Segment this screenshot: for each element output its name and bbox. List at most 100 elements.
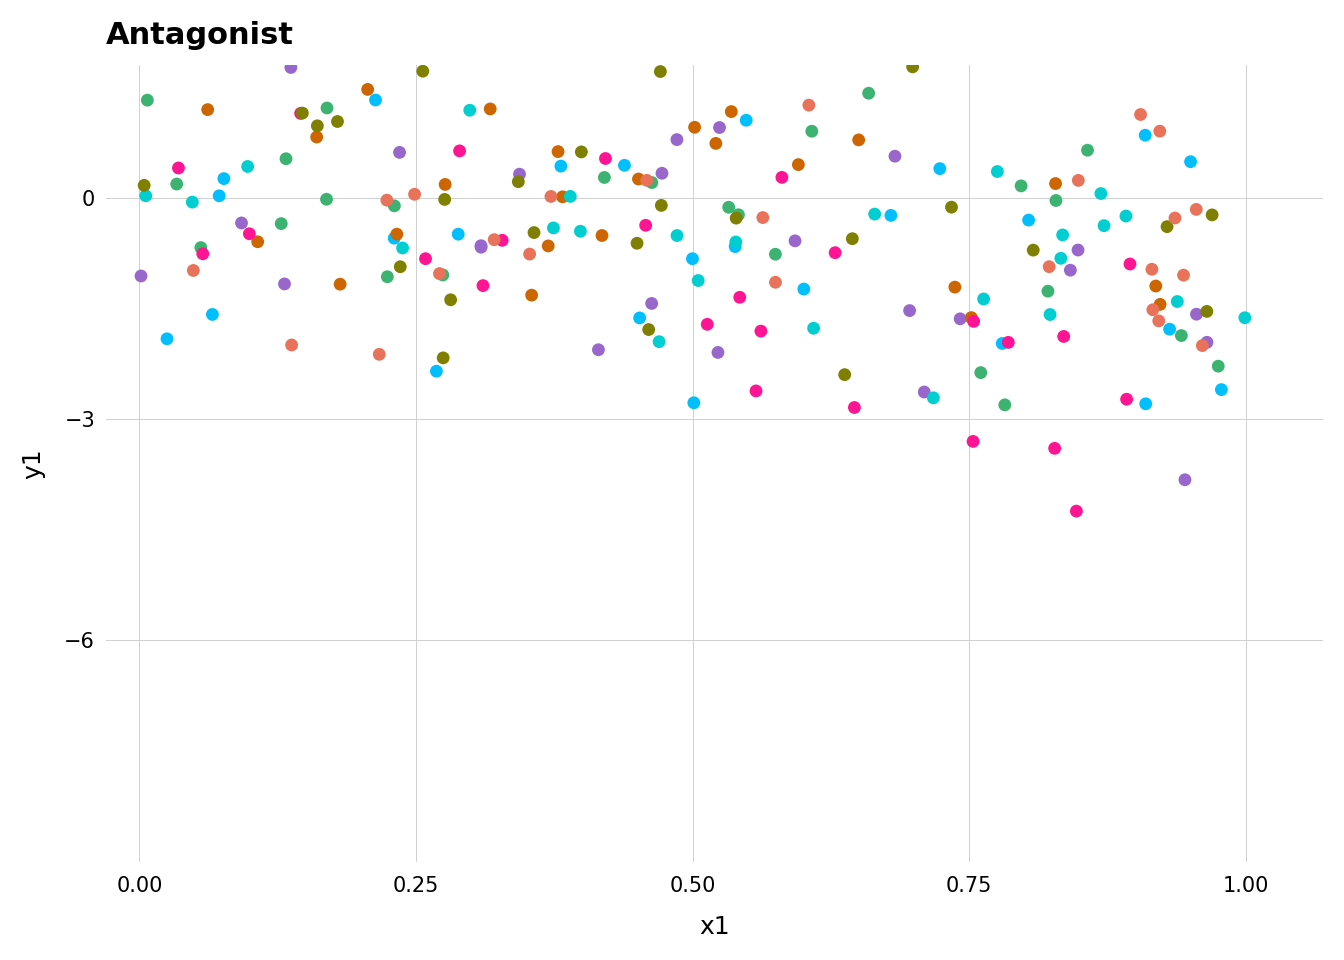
Point: [202, 307, 223, 323]
Point: [1052, 228, 1074, 243]
Point: [649, 64, 671, 80]
Point: [358, 82, 379, 97]
Point: [833, 367, 855, 382]
Point: [1017, 212, 1039, 228]
Point: [368, 347, 390, 362]
Point: [1116, 208, 1137, 224]
Point: [962, 314, 984, 329]
Point: [316, 100, 337, 115]
Point: [192, 246, 214, 261]
Point: [134, 188, 156, 204]
Point: [214, 171, 235, 186]
Point: [650, 198, 672, 213]
Point: [735, 112, 757, 128]
Text: Antagonist: Antagonist: [106, 21, 294, 50]
Point: [1156, 219, 1177, 234]
Point: [276, 151, 297, 166]
Point: [552, 189, 574, 204]
Point: [591, 228, 613, 243]
Point: [130, 268, 152, 283]
Point: [190, 240, 211, 255]
Point: [183, 263, 204, 278]
Point: [962, 434, 984, 449]
Point: [570, 224, 591, 239]
Point: [753, 210, 774, 226]
Point: [290, 106, 312, 121]
Point: [614, 157, 636, 173]
Point: [726, 210, 747, 226]
Point: [472, 277, 493, 293]
Point: [1167, 294, 1188, 309]
Point: [383, 198, 405, 213]
Point: [550, 158, 571, 174]
Point: [231, 215, 253, 230]
Point: [765, 247, 786, 262]
Point: [1141, 261, 1163, 276]
Point: [1145, 278, 1167, 294]
Point: [327, 114, 348, 130]
Point: [718, 200, 739, 215]
Point: [961, 310, 982, 325]
Point: [848, 132, 870, 148]
Point: [165, 177, 187, 192]
Point: [785, 233, 806, 249]
Point: [426, 364, 448, 379]
Point: [841, 231, 863, 247]
Point: [1093, 218, 1114, 233]
Point: [239, 227, 261, 242]
Point: [1148, 313, 1169, 328]
Point: [628, 171, 649, 186]
Point: [1077, 142, 1098, 157]
Point: [1196, 303, 1218, 319]
Point: [1038, 283, 1059, 299]
Point: [727, 207, 749, 223]
Point: [902, 60, 923, 75]
Point: [724, 234, 746, 250]
Point: [1067, 173, 1089, 188]
Point: [1149, 297, 1171, 312]
Point: [636, 173, 657, 188]
Point: [667, 228, 688, 243]
Point: [594, 170, 616, 185]
Point: [329, 276, 351, 292]
Point: [433, 267, 454, 282]
Point: [509, 166, 531, 181]
Point: [1067, 242, 1089, 257]
Point: [899, 303, 921, 319]
Point: [403, 186, 425, 202]
Point: [771, 170, 793, 185]
Point: [1023, 243, 1044, 258]
Point: [1185, 202, 1207, 217]
Point: [1116, 392, 1137, 407]
Point: [681, 251, 703, 266]
Point: [187, 50, 208, 65]
Point: [706, 135, 727, 151]
Point: [480, 101, 501, 116]
Point: [484, 232, 505, 248]
Point: [798, 98, 820, 113]
Point: [1130, 107, 1152, 122]
Point: [1046, 193, 1067, 208]
Point: [587, 342, 609, 357]
Point: [949, 311, 970, 326]
Point: [684, 120, 706, 135]
Point: [1192, 338, 1214, 353]
Point: [274, 276, 296, 292]
Point: [638, 322, 660, 337]
Point: [316, 192, 337, 207]
Point: [1185, 306, 1207, 322]
Point: [595, 151, 617, 166]
Point: [1052, 328, 1074, 344]
Point: [247, 234, 269, 250]
Point: [547, 144, 569, 159]
Point: [429, 266, 450, 281]
Point: [439, 292, 461, 307]
Point: [571, 144, 593, 159]
Point: [1173, 268, 1195, 283]
Point: [634, 218, 656, 233]
Point: [168, 160, 190, 176]
Point: [449, 143, 470, 158]
Point: [728, 290, 750, 305]
Point: [864, 206, 886, 222]
Point: [1196, 335, 1218, 350]
